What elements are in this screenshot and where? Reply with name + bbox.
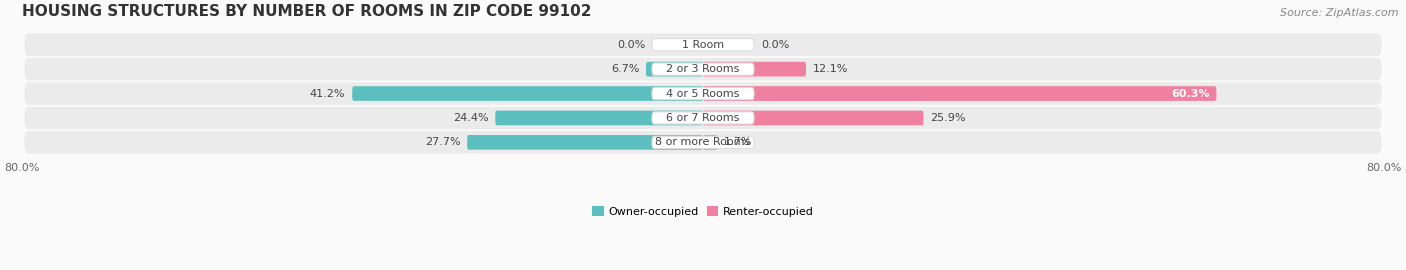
- FancyBboxPatch shape: [652, 112, 754, 124]
- Text: Source: ZipAtlas.com: Source: ZipAtlas.com: [1281, 8, 1399, 18]
- FancyBboxPatch shape: [652, 39, 754, 51]
- FancyBboxPatch shape: [353, 86, 703, 101]
- Text: 24.4%: 24.4%: [453, 113, 488, 123]
- Text: 0.0%: 0.0%: [761, 40, 789, 50]
- FancyBboxPatch shape: [24, 107, 1382, 129]
- Text: HOUSING STRUCTURES BY NUMBER OF ROOMS IN ZIP CODE 99102: HOUSING STRUCTURES BY NUMBER OF ROOMS IN…: [22, 4, 592, 19]
- Text: 6.7%: 6.7%: [610, 64, 640, 74]
- Text: 12.1%: 12.1%: [813, 64, 848, 74]
- FancyBboxPatch shape: [703, 62, 806, 76]
- Text: 1.7%: 1.7%: [724, 137, 752, 147]
- FancyBboxPatch shape: [24, 82, 1382, 105]
- FancyBboxPatch shape: [652, 63, 754, 75]
- Text: 41.2%: 41.2%: [309, 89, 346, 99]
- FancyBboxPatch shape: [703, 135, 717, 150]
- Legend: Owner-occupied, Renter-occupied: Owner-occupied, Renter-occupied: [588, 202, 818, 221]
- Text: 6 or 7 Rooms: 6 or 7 Rooms: [666, 113, 740, 123]
- FancyBboxPatch shape: [652, 136, 754, 148]
- FancyBboxPatch shape: [467, 135, 703, 150]
- FancyBboxPatch shape: [24, 58, 1382, 80]
- FancyBboxPatch shape: [652, 87, 754, 100]
- FancyBboxPatch shape: [703, 86, 1216, 101]
- FancyBboxPatch shape: [24, 131, 1382, 154]
- Text: 2 or 3 Rooms: 2 or 3 Rooms: [666, 64, 740, 74]
- Text: 27.7%: 27.7%: [425, 137, 460, 147]
- FancyBboxPatch shape: [24, 33, 1382, 56]
- Text: 4 or 5 Rooms: 4 or 5 Rooms: [666, 89, 740, 99]
- FancyBboxPatch shape: [495, 111, 703, 125]
- Text: 0.0%: 0.0%: [617, 40, 645, 50]
- Text: 1 Room: 1 Room: [682, 40, 724, 50]
- Text: 8 or more Rooms: 8 or more Rooms: [655, 137, 751, 147]
- Text: 25.9%: 25.9%: [931, 113, 966, 123]
- FancyBboxPatch shape: [645, 62, 703, 76]
- FancyBboxPatch shape: [703, 111, 924, 125]
- Text: 60.3%: 60.3%: [1171, 89, 1209, 99]
